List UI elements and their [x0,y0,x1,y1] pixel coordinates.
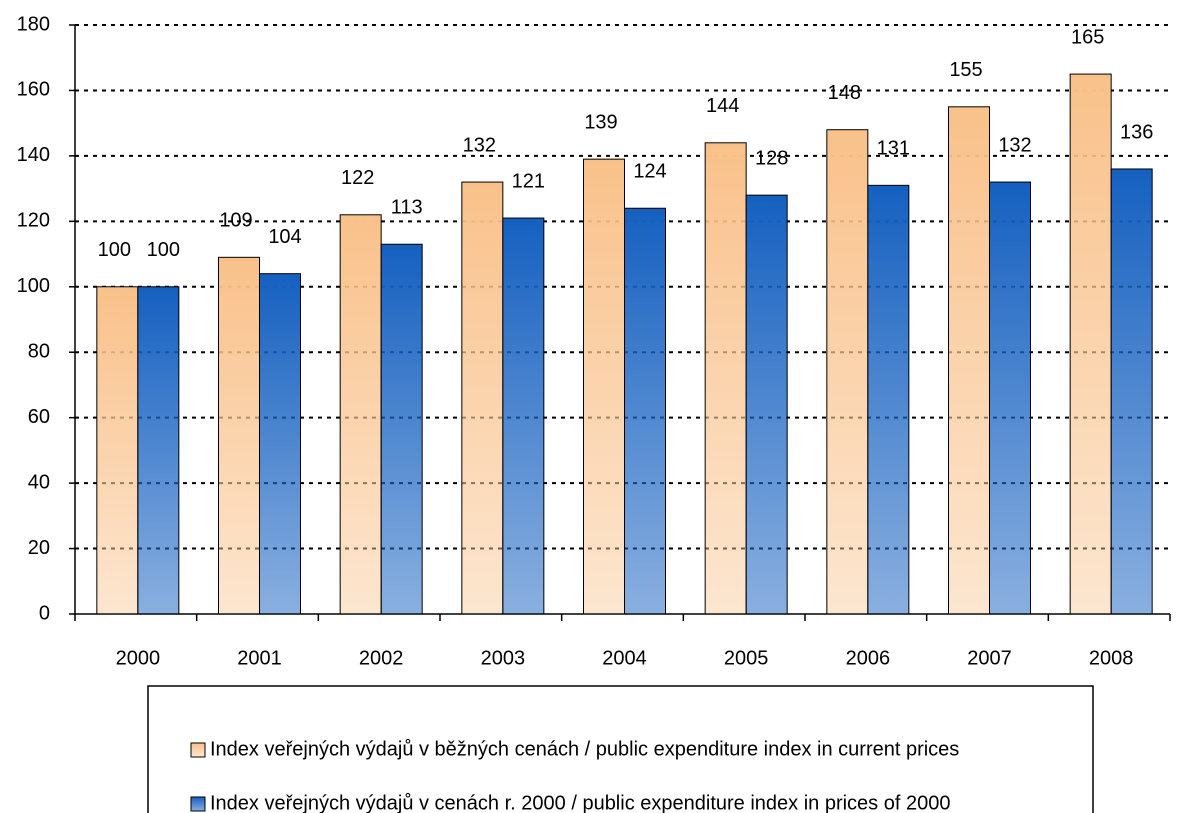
bar [867,184,910,615]
value-label: 122 [341,167,374,189]
legend-box [147,685,1094,813]
x-tick-label: 2002 [359,647,404,669]
bar [339,214,382,615]
legend-label: Index veřejných výdajů v běžných cenách … [210,738,959,760]
y-tick-label: 120 [17,210,50,232]
bar [948,106,990,615]
value-label: 100 [147,239,180,261]
legend-swatch [190,796,206,812]
legend-label: Index veřejných výdajů v cenách r. 2000 … [210,792,950,813]
value-label: 109 [219,210,252,232]
y-tick-label: 160 [17,79,50,101]
value-label: 124 [633,161,666,183]
value-label: 155 [949,59,982,81]
y-tick-label: 60 [28,406,50,428]
value-label: 136 [1120,121,1153,143]
x-tick-label: 2007 [967,647,1012,669]
value-label: 148 [828,82,861,104]
bar [218,256,260,615]
x-tick-label: 2005 [724,647,769,669]
bar [259,273,301,615]
legend-swatch [190,742,206,758]
x-tick-label: 2004 [602,647,647,669]
y-tick-label: 140 [17,144,50,166]
value-label: 121 [512,170,545,192]
value-label: 100 [98,239,131,261]
x-tick-label: 2006 [846,647,891,669]
value-label: 139 [584,111,617,133]
bar [704,142,747,615]
x-tick-label: 2001 [237,647,282,669]
y-tick-label: 20 [28,537,50,559]
value-label: 132 [463,134,496,156]
x-tick-label: 2003 [481,647,526,669]
value-label: 113 [391,197,423,219]
x-tick-label: 2008 [1089,647,1134,669]
bar [96,286,139,615]
value-label: 132 [998,134,1031,156]
bar [461,181,504,615]
value-label: 144 [706,95,739,117]
value-label: 165 [1071,26,1104,48]
bar [989,181,1031,615]
bar [826,129,869,615]
y-tick-label: 180 [17,13,50,35]
value-label: 128 [755,147,788,169]
bar [745,194,788,615]
y-tick-label: 0 [39,602,50,624]
bar [137,286,180,615]
value-label: 104 [268,226,301,248]
bar [1069,73,1112,615]
y-tick-label: 100 [17,275,50,297]
y-tick-label: 40 [28,471,50,493]
bar [1110,168,1153,615]
bar [583,158,625,615]
value-label: 131 [877,138,910,160]
bar [624,207,666,615]
y-tick-label: 80 [28,341,50,363]
x-tick-label: 2000 [116,647,161,669]
bar [380,243,423,615]
bar [502,217,545,615]
